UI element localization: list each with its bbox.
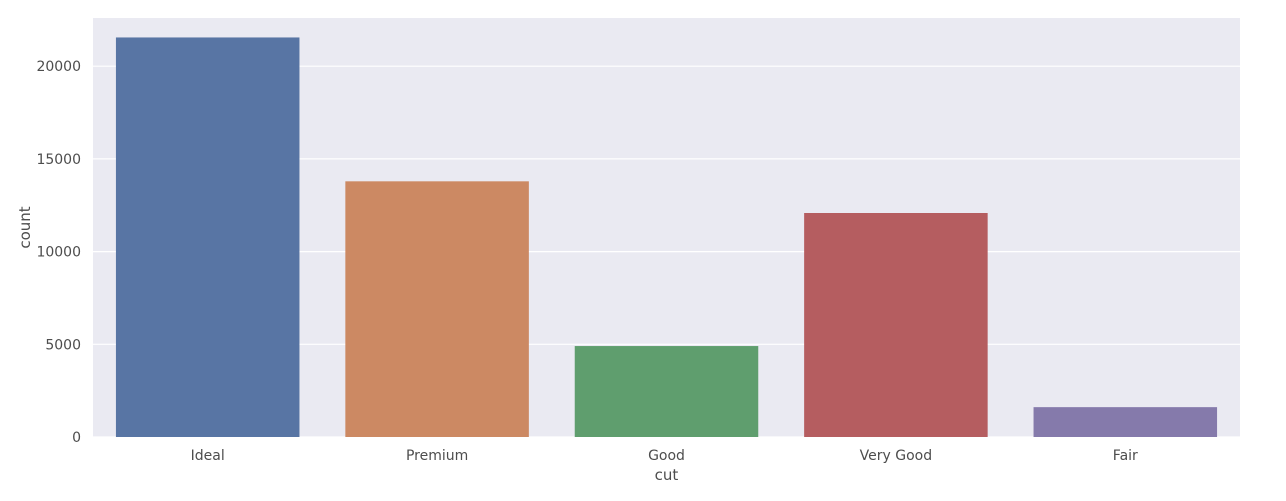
x-tick-label: Premium <box>406 448 468 464</box>
x-axis-ticks: Ideal Premium Good Very Good Fair <box>191 448 1138 464</box>
x-axis-label: cut <box>655 466 679 484</box>
x-tick-label: Very Good <box>860 448 932 464</box>
y-tick-label: 5000 <box>45 337 81 353</box>
bar-premium <box>345 181 529 437</box>
x-tick-label: Good <box>648 448 685 464</box>
y-axis-ticks: 0 5000 10000 15000 20000 <box>36 59 81 446</box>
bar-very-good <box>804 213 988 437</box>
y-tick-label: 15000 <box>36 152 81 168</box>
bars <box>115 37 1218 437</box>
y-tick-label: 10000 <box>36 245 81 261</box>
y-tick-label: 20000 <box>36 59 81 75</box>
bar-good <box>574 346 759 437</box>
bar-ideal <box>115 37 300 437</box>
bar-fair <box>1033 407 1218 437</box>
x-tick-label: Ideal <box>191 448 225 464</box>
y-tick-label: 0 <box>72 430 81 446</box>
y-axis-label: count <box>16 206 34 248</box>
x-tick-label: Fair <box>1113 448 1138 464</box>
